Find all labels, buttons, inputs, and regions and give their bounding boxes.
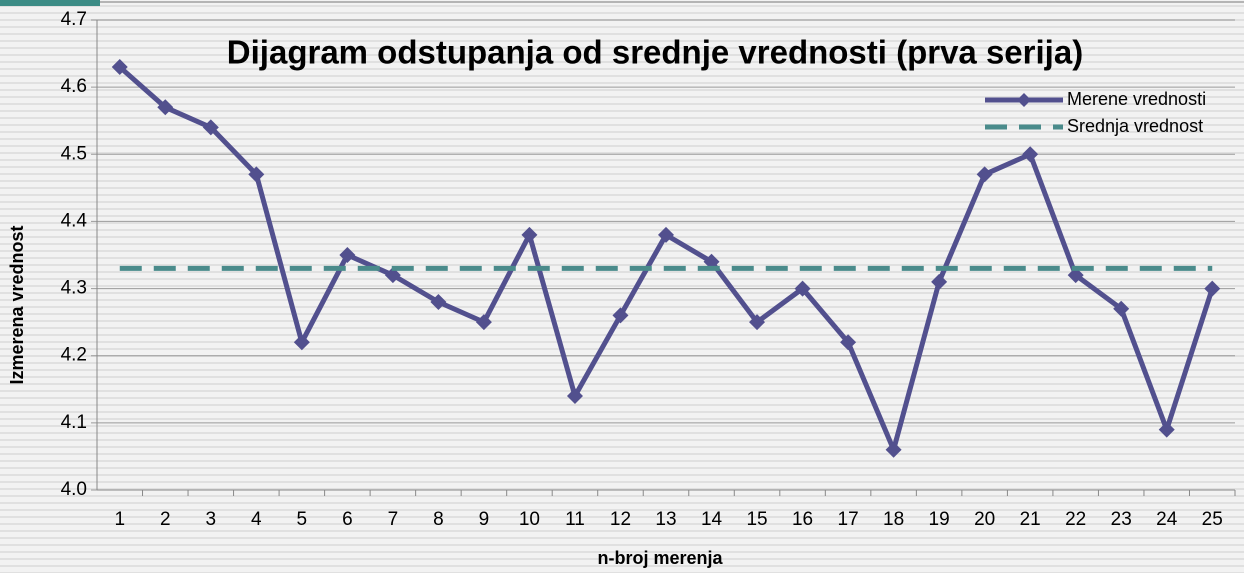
- x-tick-label: 18: [883, 509, 904, 530]
- y-axis-title: Izmerena vrednost: [7, 225, 27, 384]
- y-tick-label: 4.1: [61, 412, 87, 433]
- x-tick-label: 23: [1111, 509, 1132, 530]
- marker: [202, 119, 219, 136]
- x-tick-label: 4: [251, 509, 262, 530]
- x-tick-label: 11: [565, 509, 585, 530]
- marker: [1158, 421, 1175, 438]
- chart-title: Dijagram odstupanja od srednje vrednosti…: [227, 34, 1083, 71]
- marker: [1022, 146, 1039, 163]
- marker: [1067, 267, 1084, 284]
- marker: [703, 253, 720, 270]
- y-tick-label: 4.5: [61, 143, 87, 164]
- marker: [339, 247, 356, 263]
- x-tick-label: 12: [610, 509, 631, 530]
- legend-label: Merene vrednosti: [1067, 89, 1206, 109]
- x-tick-label: 7: [388, 509, 399, 530]
- marker: [430, 294, 447, 310]
- corner-accent: [0, 0, 100, 6]
- marker: [658, 226, 674, 243]
- marker: [1204, 280, 1221, 297]
- x-tick-label: 15: [746, 509, 767, 530]
- x-tick-label: 13: [655, 509, 676, 530]
- marker: [475, 314, 492, 331]
- marker: [612, 307, 629, 324]
- x-tick-label: 19: [929, 509, 950, 530]
- x-tick-label: 9: [479, 509, 490, 530]
- marker: [521, 226, 538, 243]
- x-tick-label: 2: [160, 509, 171, 530]
- x-tick-label: 1: [114, 509, 125, 530]
- x-tick-label: 24: [1156, 509, 1178, 530]
- y-tick-label: 4.0: [61, 479, 87, 500]
- y-tick-label: 4.4: [61, 210, 88, 231]
- x-tick-label: 10: [519, 509, 540, 530]
- x-tick-label: 20: [974, 509, 995, 530]
- x-tick-label: 21: [1020, 509, 1041, 530]
- marker: [885, 441, 902, 458]
- y-tick-label: 4.6: [61, 76, 87, 97]
- y-tick-label: 4.7: [61, 9, 87, 30]
- x-tick-label: 8: [433, 509, 444, 530]
- x-tick-label: 6: [342, 509, 353, 530]
- marker: [749, 314, 766, 331]
- marker: [111, 59, 128, 75]
- x-tick-label: 5: [297, 509, 308, 530]
- marker: [157, 99, 174, 116]
- legend-marker: [1017, 93, 1031, 107]
- y-tick-label: 4.2: [61, 345, 87, 366]
- x-tick-label: 14: [701, 509, 723, 530]
- x-tick-label: 16: [792, 509, 813, 530]
- marker: [384, 267, 401, 284]
- x-tick-label: 17: [838, 509, 859, 530]
- y-tick-label: 4.3: [61, 278, 87, 299]
- x-tick-label: 3: [206, 509, 217, 530]
- marker: [566, 388, 583, 404]
- marker: [293, 334, 310, 351]
- marker: [248, 166, 265, 183]
- marker: [976, 166, 993, 183]
- legend-label: Srednja vrednost: [1067, 116, 1203, 136]
- x-axis-title: n-broj merenja: [597, 548, 723, 568]
- marker: [931, 273, 948, 290]
- marker: [1113, 300, 1130, 317]
- marker: [840, 334, 857, 351]
- x-tick-label: 22: [1065, 509, 1086, 530]
- marker: [794, 280, 811, 297]
- x-tick-label: 25: [1202, 509, 1223, 530]
